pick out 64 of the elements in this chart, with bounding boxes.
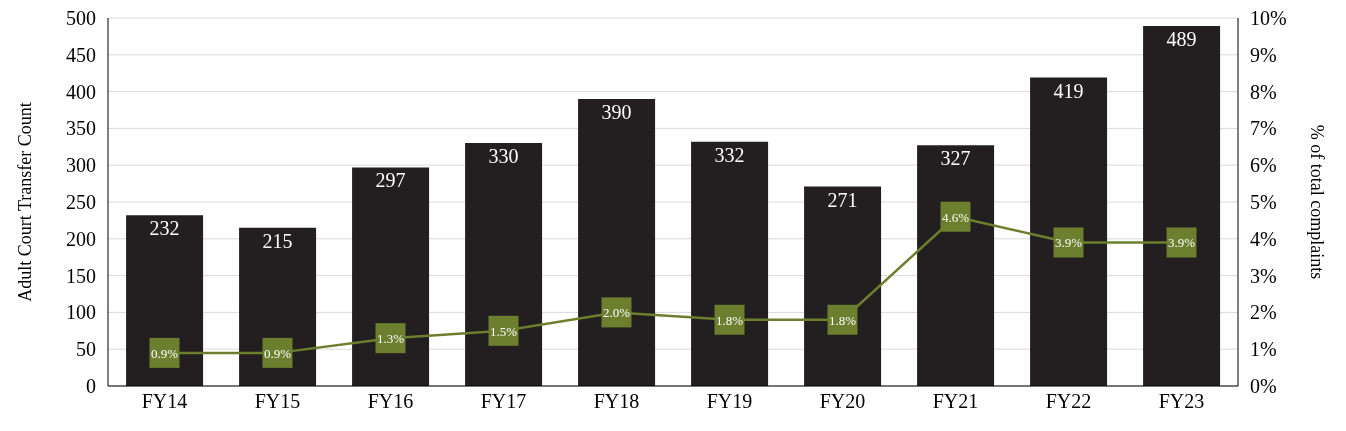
data-label: 215 — [262, 229, 293, 252]
data-label: 489 — [1166, 28, 1197, 51]
bar — [1030, 77, 1108, 386]
y2-tick-label: 6% — [1250, 154, 1277, 177]
bar — [917, 145, 995, 386]
data-label: 332 — [714, 143, 745, 166]
y2-tick-label: 1% — [1250, 338, 1277, 361]
y2-tick-label: 5% — [1250, 191, 1277, 213]
data-label: 2.0% — [602, 305, 631, 321]
y-tick-label: 200 — [66, 227, 96, 250]
y-tick-label: 250 — [66, 191, 96, 213]
x-tick-label: FY19 — [706, 390, 753, 413]
x-tick-label: FY17 — [480, 390, 527, 413]
data-label: 4.6% — [941, 209, 970, 225]
data-label: 1.5% — [489, 323, 518, 339]
bar — [1143, 26, 1221, 386]
y2-tick-label: 0% — [1250, 375, 1277, 397]
data-label: 0.9% — [150, 345, 179, 361]
y2-tick-label: 8% — [1250, 80, 1277, 103]
y-tick-label: 150 — [66, 264, 96, 287]
x-tick-label: FY16 — [367, 390, 414, 413]
data-label: 390 — [601, 100, 632, 123]
x-tick-label: FY21 — [932, 390, 979, 413]
data-label: 1.3% — [376, 331, 405, 347]
bar — [126, 215, 204, 386]
data-label: 3.9% — [1167, 235, 1196, 251]
data-label: 3.9% — [1054, 235, 1083, 251]
y2-tick-label: 10% — [1250, 7, 1287, 29]
y-tick-label: 0 — [86, 375, 96, 397]
data-label: 232 — [149, 217, 180, 240]
y2-tick-label: 2% — [1250, 301, 1277, 324]
data-label: 297 — [375, 169, 406, 192]
y2-tick-label: 7% — [1250, 117, 1277, 140]
y-tick-label: 450 — [66, 43, 96, 66]
data-label: 327 — [940, 147, 971, 170]
data-label: 1.8% — [828, 312, 857, 328]
bar — [239, 227, 317, 386]
y-tick-label: 350 — [66, 117, 96, 140]
data-label: 271 — [827, 188, 858, 211]
data-label: 1.8% — [715, 312, 744, 328]
y-tick-label: 100 — [66, 301, 96, 324]
bar — [691, 141, 769, 386]
y-tick-label: 50 — [76, 338, 96, 361]
y-tick-label: 300 — [66, 154, 96, 177]
x-tick-label: FY20 — [819, 390, 866, 413]
y2-axis-title: % of total complaints — [1306, 124, 1327, 280]
data-label: 0.9% — [263, 345, 292, 361]
y-tick-label: 400 — [66, 80, 96, 103]
data-label: 330 — [488, 145, 519, 168]
bar — [465, 143, 543, 386]
x-tick-label: FY14 — [141, 390, 188, 413]
bar — [804, 186, 882, 386]
data-label: 419 — [1053, 79, 1084, 102]
y2-tick-label: 9% — [1250, 43, 1277, 66]
y2-tick-label: 3% — [1250, 264, 1277, 287]
x-tick-label: FY18 — [593, 390, 640, 413]
bar — [352, 167, 430, 386]
y-axis-title: Adult Court Transfer Count — [15, 102, 36, 302]
y2-tick-label: 4% — [1250, 227, 1277, 250]
x-tick-label: FY15 — [254, 390, 301, 413]
x-tick-label: FY22 — [1045, 390, 1092, 413]
x-tick-label: FY23 — [1158, 390, 1205, 413]
y-tick-label: 500 — [66, 7, 96, 29]
bar — [578, 98, 656, 386]
